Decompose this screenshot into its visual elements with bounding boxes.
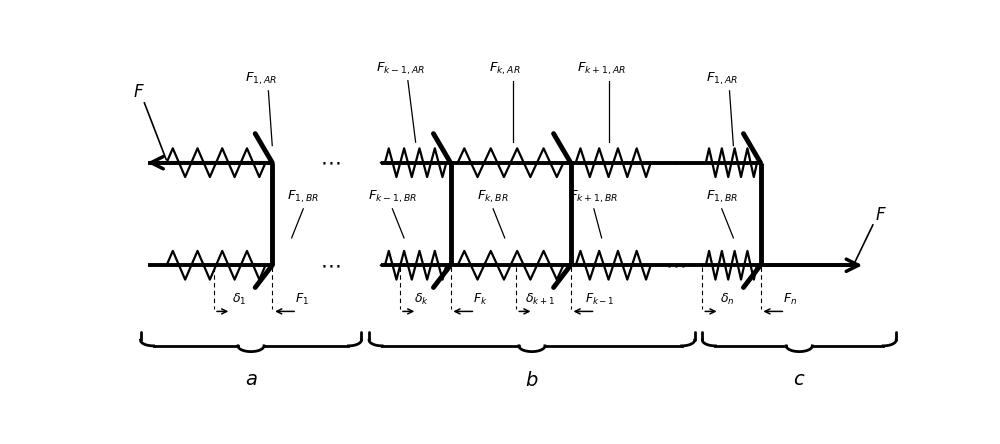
Text: $F_{1,AR}$: $F_{1,AR}$ xyxy=(706,71,738,87)
Text: $F_n$: $F_n$ xyxy=(783,292,797,307)
Text: $F_{k+1,BR}$: $F_{k+1,BR}$ xyxy=(569,189,618,206)
Text: $F_k$: $F_k$ xyxy=(473,292,487,307)
Text: $F_1$: $F_1$ xyxy=(295,292,309,307)
Text: $F_{1,BR}$: $F_{1,BR}$ xyxy=(706,189,738,206)
Text: $\cdots$: $\cdots$ xyxy=(665,255,685,275)
Text: $F$: $F$ xyxy=(875,207,887,224)
Text: $F_{1,AR}$: $F_{1,AR}$ xyxy=(245,71,277,87)
Text: $\delta_{k+1}$: $\delta_{k+1}$ xyxy=(525,292,555,307)
Text: $\delta_n$: $\delta_n$ xyxy=(720,292,735,307)
Text: $\mathit{a}$: $\mathit{a}$ xyxy=(245,371,257,389)
Text: $\cdots$: $\cdots$ xyxy=(665,153,685,173)
Text: $\mathit{c}$: $\mathit{c}$ xyxy=(793,371,805,389)
Text: $F_{k-1,BR}$: $F_{k-1,BR}$ xyxy=(368,189,417,206)
Text: $F_{k-1,AR}$: $F_{k-1,AR}$ xyxy=(376,61,425,77)
Text: $F_{k,BR}$: $F_{k,BR}$ xyxy=(477,189,509,206)
Text: $\cdots$: $\cdots$ xyxy=(320,255,341,275)
Text: $\delta_1$: $\delta_1$ xyxy=(232,292,247,307)
Text: $F$: $F$ xyxy=(133,84,145,101)
Text: $\cdots$: $\cdots$ xyxy=(320,153,341,173)
Text: $F_{k-1}$: $F_{k-1}$ xyxy=(585,292,615,307)
Text: $\mathit{b}$: $\mathit{b}$ xyxy=(525,371,539,390)
Text: $F_{1,BR}$: $F_{1,BR}$ xyxy=(287,189,319,206)
Text: $F_{k,AR}$: $F_{k,AR}$ xyxy=(489,61,521,77)
Text: $\delta_k$: $\delta_k$ xyxy=(414,292,429,307)
Text: $F_{k+1,AR}$: $F_{k+1,AR}$ xyxy=(577,61,626,77)
